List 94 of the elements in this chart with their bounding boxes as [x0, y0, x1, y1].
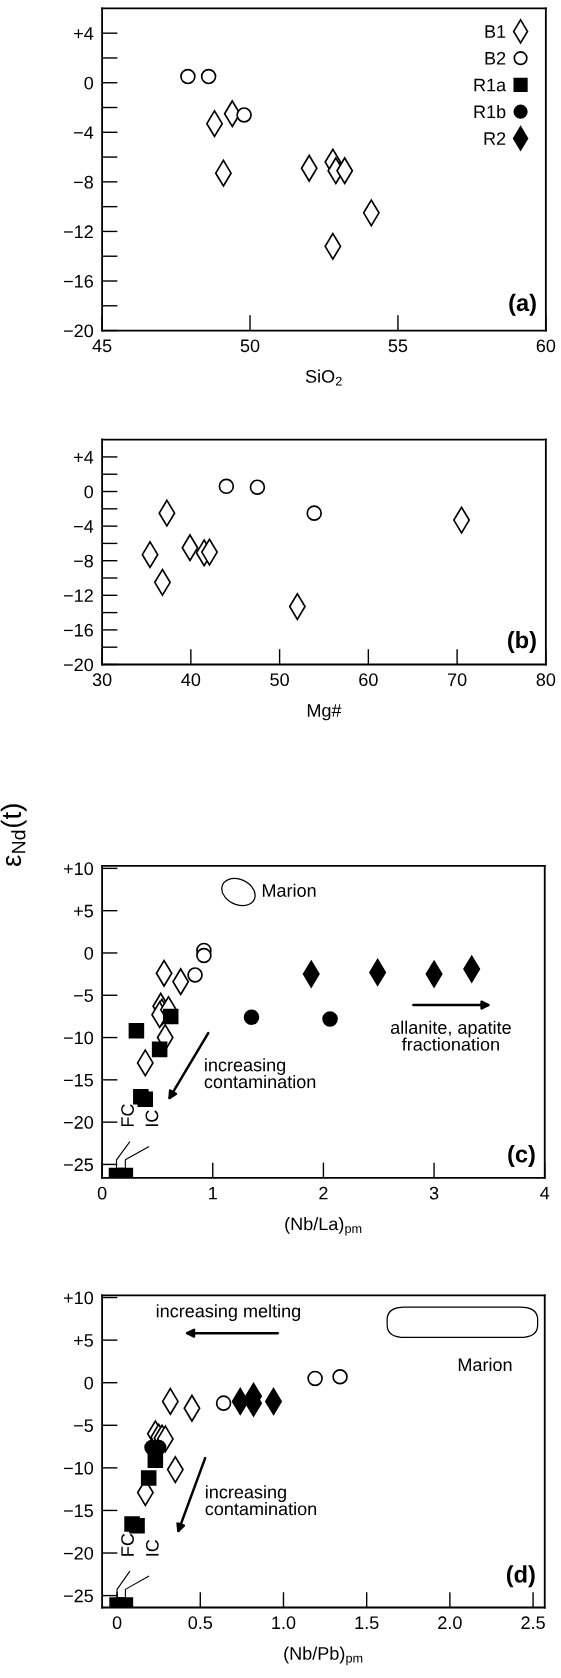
- y-tick-label: 0: [84, 1376, 94, 1390]
- annotation: increasing contamination: [204, 1058, 316, 1089]
- point: [243, 1009, 260, 1026]
- point: [187, 967, 203, 983]
- y-tick-label: −12: [64, 589, 93, 602]
- y-tick-label: −12: [64, 225, 93, 238]
- y-tick-label: −4: [74, 126, 94, 139]
- y-axis-title: ε$_{Nd}$(t): [0, 804, 27, 867]
- x-tick-label: 2.5: [521, 1616, 545, 1630]
- y-tick-label: +10: [64, 862, 94, 876]
- x-tick-label: 4: [540, 1186, 550, 1200]
- annotation: Marion: [458, 1357, 512, 1372]
- y-tick-label: −20: [64, 324, 94, 338]
- x-tick-label: 0.5: [188, 1616, 213, 1630]
- point: [196, 947, 212, 964]
- y-tick-label: −4: [74, 520, 94, 533]
- y-tick-label: +5: [74, 904, 94, 918]
- y-tick-label: −15: [64, 1504, 94, 1518]
- annotation: FC: [121, 1533, 134, 1556]
- point: [236, 107, 252, 123]
- x-tick-label: 1.5: [355, 1616, 379, 1630]
- annotation: IC: [145, 1539, 159, 1556]
- y-tick-label: −20: [64, 658, 94, 672]
- y-tick-label: −25: [64, 1158, 94, 1172]
- x-tick-label: 0: [112, 1616, 122, 1630]
- y-tick-label: −15: [64, 1073, 94, 1087]
- point: [151, 1041, 168, 1058]
- annotation: (c): [508, 1145, 535, 1168]
- legend-label: B2: [485, 51, 506, 65]
- y-tick-label: −10: [64, 1031, 94, 1045]
- point: [140, 1470, 157, 1486]
- annotation: (a): [509, 293, 536, 316]
- x-tick-label: 45: [92, 339, 112, 353]
- x-tick-label: 40: [181, 673, 201, 687]
- x-axis-title: SiO$_{2}$: [305, 369, 342, 386]
- x-tick-label: 80: [536, 673, 556, 687]
- point: [249, 479, 266, 495]
- y-tick-label: +10: [64, 1291, 94, 1305]
- annotation: allanite, apatite fractionation: [390, 1020, 511, 1051]
- y-tick-label: −25: [64, 1589, 94, 1603]
- y-tick-label: +4: [74, 451, 94, 464]
- y-tick-label: 0: [84, 946, 94, 960]
- point: [332, 1368, 348, 1385]
- y-tick-label: +4: [74, 27, 94, 40]
- y-tick-label: −5: [74, 989, 94, 1002]
- annotation: (b): [508, 631, 536, 654]
- x-tick-label: 50: [270, 673, 289, 687]
- x-tick-label: 1.0: [272, 1616, 296, 1630]
- y-tick-label: 0: [84, 485, 94, 499]
- x-axis-title: Mg#: [307, 704, 342, 721]
- y-tick-label: −16: [64, 274, 93, 288]
- y-tick-label: −20: [64, 1546, 94, 1560]
- point: [322, 1011, 338, 1027]
- point: [200, 68, 217, 85]
- legend-label: R2: [484, 132, 506, 145]
- annotation: Marion: [262, 883, 316, 897]
- y-tick-label: 0: [84, 76, 94, 90]
- x-tick-label: 0: [97, 1186, 107, 1200]
- point: [162, 1008, 179, 1025]
- point: [306, 505, 322, 521]
- x-tick-label: 2: [319, 1186, 328, 1200]
- y-tick-label: −5: [74, 1419, 94, 1432]
- point: [218, 478, 235, 495]
- x-tick-label: 2.0: [438, 1616, 462, 1630]
- x-tick-label: 50: [240, 339, 260, 353]
- x-tick-label: 1: [209, 1186, 217, 1200]
- y-tick-label: −8: [74, 175, 93, 189]
- annotation: (d): [506, 1565, 535, 1588]
- y-tick-label: −16: [64, 623, 93, 637]
- x-tick-label: 30: [92, 673, 112, 687]
- x-tick-label: 60: [536, 339, 556, 353]
- y-tick-label: −10: [64, 1461, 94, 1475]
- point: [307, 1370, 323, 1387]
- annotation: FC: [121, 1104, 134, 1127]
- y-tick-label: −8: [74, 554, 93, 568]
- x-axis-title: (Nb/Pb)$_{pm}$: [284, 1646, 363, 1666]
- y-tick-label: +5: [74, 1334, 94, 1347]
- x-tick-label: 70: [447, 673, 467, 687]
- x-tick-label: 55: [388, 339, 408, 353]
- point: [129, 1517, 145, 1534]
- legend-label: R1b: [474, 104, 506, 119]
- annotation: IC: [145, 1110, 159, 1127]
- annotation: increasing melting: [156, 1304, 301, 1321]
- point: [215, 1395, 232, 1411]
- point: [128, 1023, 145, 1039]
- legend-label: R1a: [474, 78, 507, 92]
- annotation: increasing contamination: [205, 1485, 317, 1516]
- point: [180, 68, 196, 85]
- y-tick-label: −20: [64, 1116, 94, 1129]
- x-tick-label: 60: [359, 673, 378, 687]
- x-axis-title: (Nb/La)$_{pm}$: [285, 1217, 362, 1236]
- x-tick-label: 3: [429, 1186, 439, 1200]
- legend-label: B1: [485, 25, 506, 38]
- point: [137, 1091, 154, 1108]
